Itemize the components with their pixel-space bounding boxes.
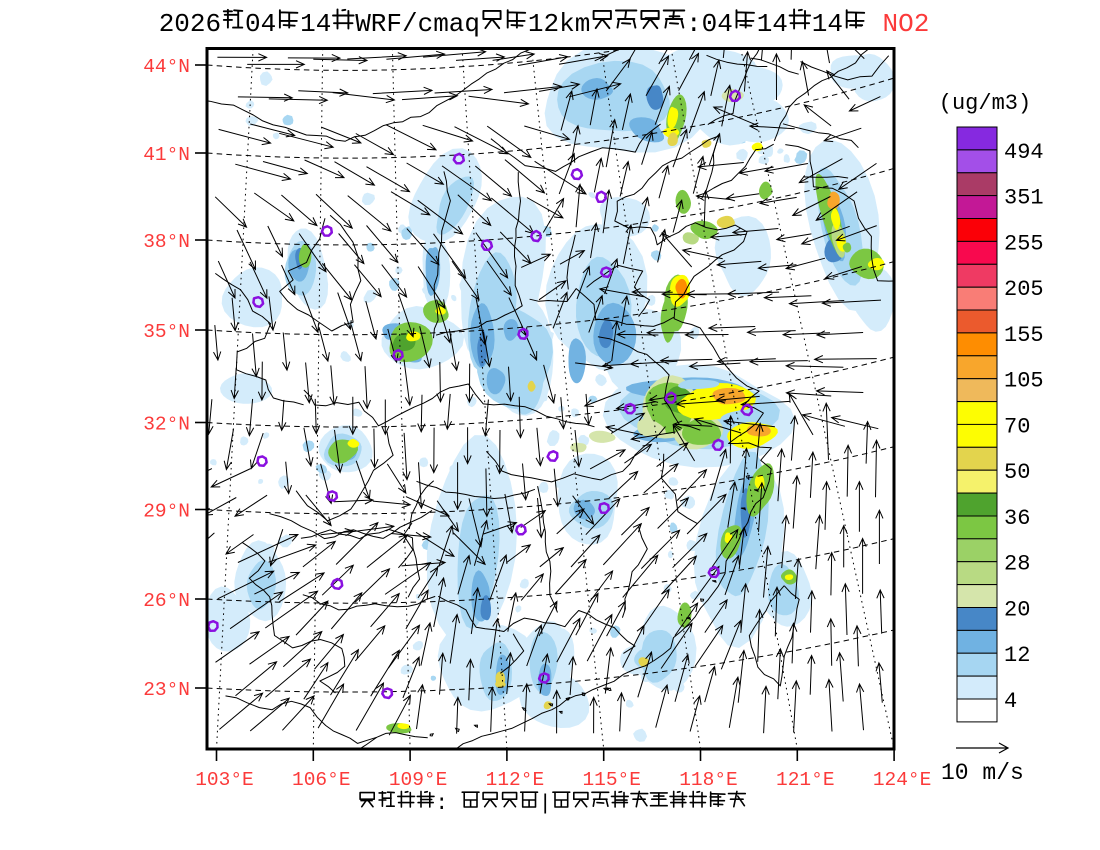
svg-text:255: 255 (1004, 231, 1044, 256)
svg-text:103°E: 103°E (195, 769, 254, 791)
svg-text:32°N: 32°N (143, 414, 190, 436)
svg-text:12: 12 (1004, 643, 1030, 668)
svg-text:155: 155 (1004, 323, 1044, 348)
svg-text:10 m/s: 10 m/s (941, 760, 1024, 786)
svg-text:|: | (539, 792, 552, 816)
svg-text:36: 36 (1004, 506, 1030, 531)
svg-text:70: 70 (1004, 414, 1030, 439)
svg-text:23°N: 23°N (143, 679, 190, 701)
svg-text:38°N: 38°N (143, 231, 190, 253)
svg-text::04: :04 (686, 9, 733, 39)
svg-text:29°N: 29°N (143, 501, 190, 523)
svg-text:28: 28 (1004, 552, 1030, 577)
svg-text:50: 50 (1004, 460, 1030, 485)
svg-text:04: 04 (245, 9, 276, 39)
svg-text:14: 14 (812, 9, 843, 39)
svg-text:14: 14 (300, 9, 331, 39)
svg-text:124°E: 124°E (873, 769, 932, 791)
svg-text:121°E: 121°E (776, 769, 835, 791)
svg-text:41°N: 41°N (143, 144, 190, 166)
svg-text:105: 105 (1004, 369, 1044, 394)
svg-text:26°N: 26°N (143, 590, 190, 612)
svg-text:106°E: 106°E (292, 769, 351, 791)
svg-text:494: 494 (1004, 140, 1044, 165)
svg-text:44°N: 44°N (143, 56, 190, 78)
svg-text:118°E: 118°E (679, 769, 738, 791)
svg-text:351: 351 (1004, 186, 1044, 211)
svg-text:12km: 12km (528, 9, 590, 39)
svg-text:4: 4 (1004, 689, 1017, 714)
svg-text:20: 20 (1004, 598, 1030, 623)
svg-text:112°E: 112°E (486, 769, 545, 791)
svg-text:35°N: 35°N (143, 321, 190, 343)
svg-text:NO2: NO2 (883, 9, 930, 39)
svg-text:205: 205 (1004, 277, 1044, 302)
svg-text:(ug/m3): (ug/m3) (939, 91, 1031, 116)
svg-text:14: 14 (757, 9, 788, 39)
svg-text:WRF/cmaq: WRF/cmaq (355, 9, 480, 39)
svg-text:115°E: 115°E (582, 769, 641, 791)
svg-text::: : (435, 792, 448, 816)
svg-text:109°E: 109°E (389, 769, 448, 791)
svg-text:2026: 2026 (159, 9, 221, 39)
